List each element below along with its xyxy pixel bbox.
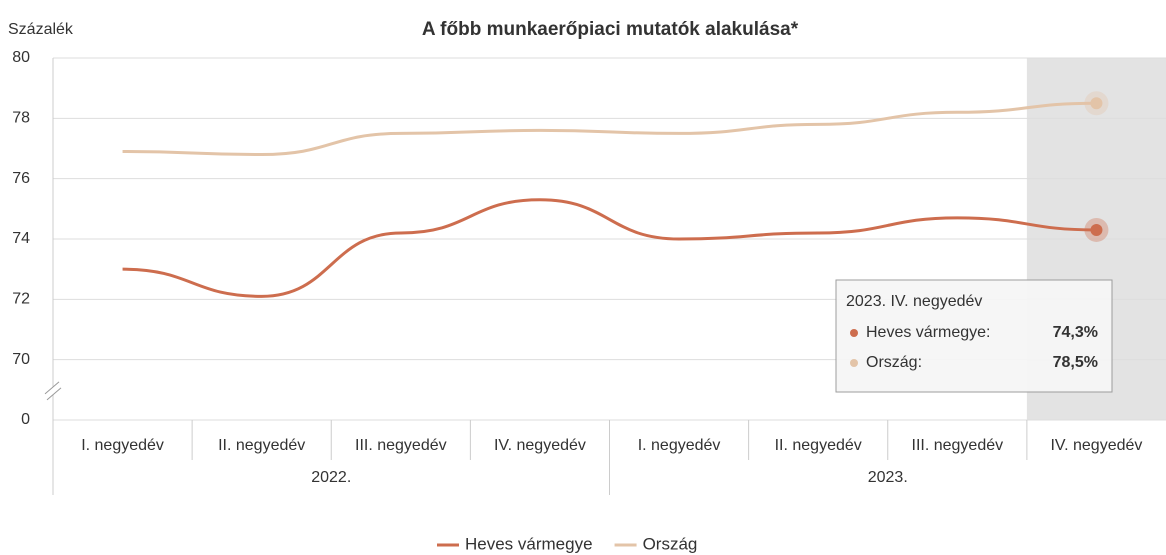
tooltip-value: 74,3% xyxy=(1053,324,1098,341)
x-tick-label: I. negyedév xyxy=(638,437,721,454)
x-tick-label: II. negyedév xyxy=(218,437,305,454)
y-tick-label: 76 xyxy=(12,170,30,187)
highlight-point xyxy=(1090,223,1103,236)
tooltip-label: Ország: xyxy=(866,354,922,371)
series-line xyxy=(122,101,1097,157)
group-label: 2023. xyxy=(868,469,908,486)
legend-label: Heves vármegye xyxy=(465,534,593,553)
x-tick-label: IV. negyedév xyxy=(494,437,586,454)
series-line xyxy=(122,198,1097,298)
x-tick-label: II. negyedév xyxy=(775,437,862,454)
x-tick-label: IV. negyedév xyxy=(1050,437,1142,454)
y-tick-label: 0 xyxy=(21,411,30,428)
tooltip-value: 78,5% xyxy=(1053,354,1098,371)
y-axis-label: Százalék xyxy=(8,21,74,38)
group-label: 2022. xyxy=(311,469,351,486)
y-tick-label: 78 xyxy=(12,110,30,127)
y-tick-label: 70 xyxy=(12,351,30,368)
chart-title: A főbb munkaerőpiaci mutatók alakulása* xyxy=(422,19,799,40)
y-tick-label: 80 xyxy=(12,49,30,66)
tooltip-dot xyxy=(850,359,858,367)
y-tick-label: 74 xyxy=(12,230,30,247)
highlight-point xyxy=(1090,97,1103,110)
axis-break-gap xyxy=(45,386,61,395)
x-tick-label: I. negyedév xyxy=(81,437,164,454)
tooltip-label: Heves vármegye: xyxy=(866,324,991,341)
legend-label: Ország xyxy=(643,534,698,553)
y-tick-label: 72 xyxy=(12,291,30,308)
tooltip-box xyxy=(835,279,1113,393)
x-tick-label: III. negyedév xyxy=(355,437,447,454)
x-tick-label: III. negyedév xyxy=(912,437,1004,454)
tooltip-dot xyxy=(850,329,858,337)
axis-break xyxy=(46,387,62,401)
axis-break xyxy=(44,381,60,395)
tooltip-title: 2023. IV. negyedév xyxy=(846,293,982,310)
